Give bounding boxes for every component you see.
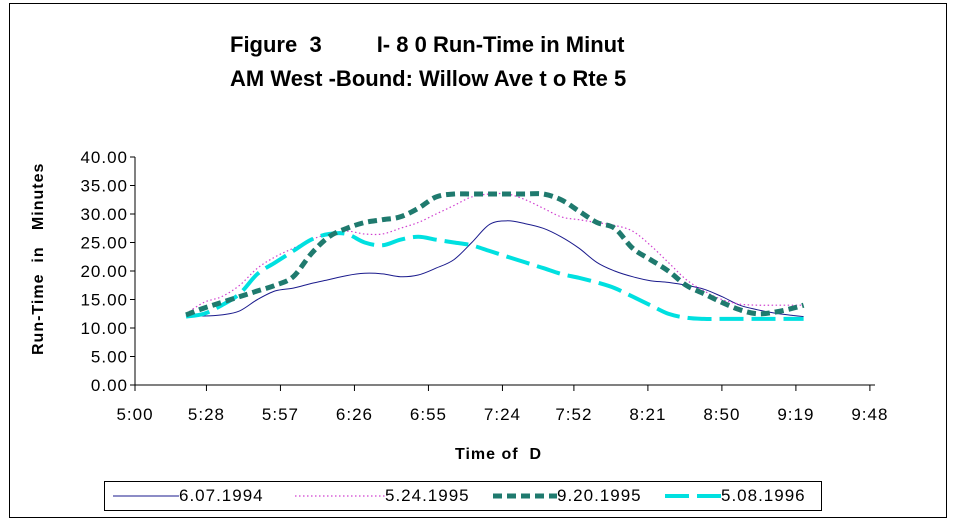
legend-item: 6.07.1994 [113, 482, 264, 510]
series-line-5-08-1996 [185, 231, 804, 321]
legend-swatch [295, 495, 385, 497]
x-tick-label: 8:50 [703, 405, 740, 424]
chart-title-line1: Figure 3 I- 8 0 Run-Time in Minut [230, 32, 625, 57]
x-tick-label: 6:55 [410, 405, 447, 424]
x-tick-label: 5:57 [262, 405, 299, 424]
x-tick-label: 7:24 [484, 405, 521, 424]
legend-label: 5.08.1996 [721, 486, 806, 505]
x-tick-label: 6:26 [336, 405, 373, 424]
x-tick-label: 7:52 [555, 405, 592, 424]
y-tick-label: 30.00 [80, 205, 128, 224]
chart-frame [9, 3, 947, 518]
y-tick-label: 40.00 [80, 148, 128, 167]
x-axis-label: Time of D [455, 446, 543, 463]
y-axis-label: Run-Time in Minutes [30, 162, 47, 355]
legend-item: 5.24.1995 [295, 482, 470, 510]
legend-item: 5.08.1996 [665, 482, 806, 510]
x-tick-label: 8:21 [629, 405, 666, 424]
series-line-9-20-1995 [185, 191, 805, 318]
y-tick-label: 10.00 [80, 319, 128, 338]
x-tick-label: 5:28 [188, 405, 225, 424]
y-tick-label: 15.00 [80, 291, 128, 310]
legend-item: 9.20.1995 [493, 482, 642, 510]
legend-swatch [493, 493, 557, 499]
chart-legend: 6.07.1994 5.24.1995 9.20.1995 5.08.1996 [104, 481, 822, 511]
legend-label: 9.20.1995 [557, 486, 642, 505]
legend-label: 6.07.1994 [179, 486, 264, 505]
y-tick-label: 25.00 [80, 234, 128, 253]
y-tick-label: 0.00 [91, 376, 128, 395]
y-tick-label: 5.00 [91, 348, 128, 367]
y-tick-label: 20.00 [80, 262, 128, 281]
legend-label: 5.24.1995 [385, 486, 470, 505]
y-tick-label: 35.00 [80, 177, 128, 196]
x-tick-label: 9:48 [851, 405, 888, 424]
legend-swatch [665, 494, 721, 498]
series-line-6-07-1994 [185, 220, 804, 318]
legend-swatch [113, 495, 179, 497]
chart-title-line2: AM West -Bound: Willow Ave t o Rte 5 [230, 66, 627, 91]
x-tick-label: 5:00 [116, 405, 153, 424]
series-line-5-24-1995 [185, 192, 804, 315]
x-tick-label: 9:19 [777, 405, 814, 424]
